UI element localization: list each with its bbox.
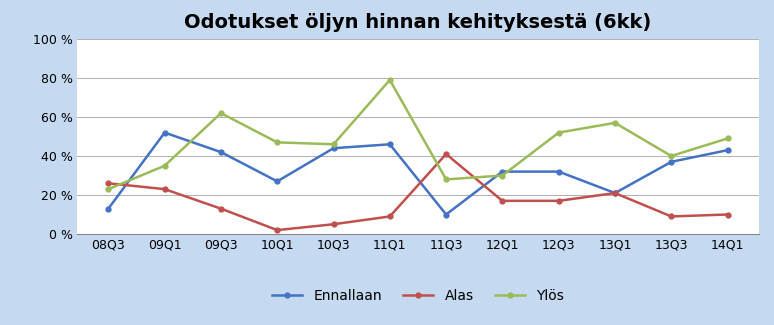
Ylös: [385, 78, 395, 82]
Ylös: [329, 142, 338, 146]
Ylös: [498, 174, 507, 177]
Ennallaan: [611, 191, 620, 195]
Line: Alas: Alas: [106, 152, 730, 232]
Ennallaan: [554, 170, 563, 174]
Ennallaan: [216, 150, 225, 154]
Alas: [441, 152, 450, 156]
Ennallaan: [385, 142, 395, 146]
Ylös: [666, 154, 676, 158]
Ennallaan: [441, 213, 450, 216]
Ennallaan: [272, 179, 282, 183]
Alas: [160, 187, 170, 191]
Ylös: [441, 177, 450, 181]
Legend: Ennallaan, Alas, Ylös: Ennallaan, Alas, Ylös: [266, 284, 570, 309]
Alas: [272, 228, 282, 232]
Ylös: [611, 121, 620, 125]
Alas: [498, 199, 507, 203]
Ennallaan: [104, 207, 113, 211]
Alas: [611, 191, 620, 195]
Ennallaan: [329, 146, 338, 150]
Line: Ylös: Ylös: [106, 78, 730, 191]
Alas: [216, 207, 225, 211]
Alas: [554, 199, 563, 203]
Ylös: [272, 140, 282, 144]
Alas: [723, 213, 732, 216]
Ennallaan: [723, 148, 732, 152]
Ylös: [216, 111, 225, 115]
Alas: [666, 214, 676, 218]
Alas: [104, 181, 113, 185]
Ylös: [723, 136, 732, 140]
Ennallaan: [160, 131, 170, 135]
Ylös: [554, 131, 563, 135]
Title: Odotukset öljyn hinnan kehityksestä (6kk): Odotukset öljyn hinnan kehityksestä (6kk…: [184, 13, 652, 32]
Line: Ennallaan: Ennallaan: [106, 130, 730, 217]
Ylös: [104, 187, 113, 191]
Ennallaan: [498, 170, 507, 174]
Alas: [385, 214, 395, 218]
Ennallaan: [666, 160, 676, 164]
Ylös: [160, 164, 170, 168]
Alas: [329, 222, 338, 226]
